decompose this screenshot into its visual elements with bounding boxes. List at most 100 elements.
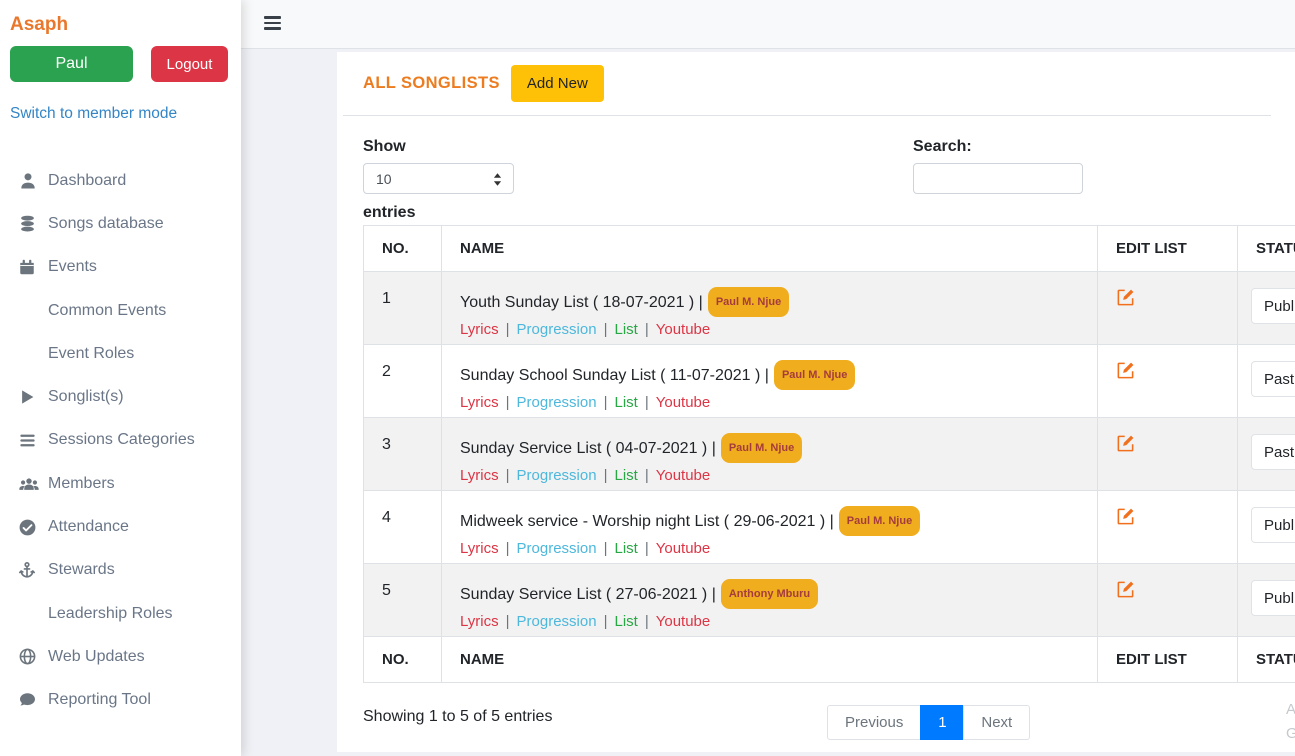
link-separator: |: [505, 613, 510, 630]
lyrics-link[interactable]: Lyrics: [460, 394, 499, 411]
current-page-button[interactable]: 1: [920, 705, 965, 740]
link-separator: |: [505, 540, 510, 557]
page-length-select[interactable]: 10: [363, 163, 514, 194]
user-button[interactable]: Paul: [10, 46, 133, 82]
next-page-button[interactable]: Next: [963, 705, 1031, 740]
showing-entries-text: Showing 1 to 5 of 5 entries: [363, 708, 553, 725]
sidebar-item-common-events[interactable]: Common Events: [10, 289, 235, 332]
youtube-link[interactable]: Youtube: [655, 613, 711, 630]
progression-link[interactable]: Progression: [516, 394, 597, 411]
watermark-text: A G: [1286, 701, 1295, 742]
sidebar-item-events[interactable]: Events: [10, 246, 235, 289]
add-new-button[interactable]: Add New: [510, 65, 604, 102]
sidebar-item-members[interactable]: Members: [10, 462, 235, 505]
sidebar-item-label: Sessions Categories: [48, 431, 195, 449]
link-separator: |: [603, 394, 608, 411]
songlist-name: Sunday Service List ( 27-06-2021 ) |: [460, 586, 716, 603]
edit-icon[interactable]: [1116, 434, 1135, 458]
list-link[interactable]: List: [614, 321, 638, 338]
logout-button[interactable]: Logout: [151, 46, 228, 82]
user-icon: [18, 171, 48, 191]
table-row: 5 Sunday Service List ( 27-06-2021 ) | An…: [363, 563, 1295, 637]
author-badge: Paul M. Njue: [707, 287, 790, 317]
progression-link[interactable]: Progression: [516, 613, 597, 630]
entries-label: entries: [363, 204, 416, 221]
content-card: ALL SONGLISTS Add New Show 10 entries Se…: [337, 52, 1295, 752]
previous-page-button[interactable]: Previous: [827, 705, 922, 740]
status-button[interactable]: Past: [1251, 434, 1295, 470]
list-link[interactable]: List: [614, 467, 638, 484]
list-link[interactable]: List: [614, 540, 638, 557]
sidebar-item-attendance[interactable]: Attendance: [10, 505, 235, 548]
sidebar-item-label: Songlist(s): [48, 388, 124, 406]
hamburger-icon[interactable]: [264, 16, 282, 33]
sidebar: Asaph Paul Logout Switch to member mode …: [0, 0, 241, 756]
link-separator: |: [505, 467, 510, 484]
lyrics-link[interactable]: Lyrics: [460, 321, 499, 338]
sidebar-item-label: Reporting Tool: [48, 691, 151, 709]
list-link[interactable]: List: [614, 613, 638, 630]
author-badge: Anthony Mburu: [720, 579, 819, 609]
sidebar-item-label: Members: [48, 474, 115, 492]
youtube-link[interactable]: Youtube: [655, 467, 711, 484]
sidebar-item-leadership-roles[interactable]: Leadership Roles: [10, 592, 235, 635]
status-button[interactable]: Past: [1251, 361, 1295, 397]
search-label: Search:: [913, 138, 972, 155]
status-button[interactable]: Publ: [1251, 288, 1295, 324]
progression-link[interactable]: Progression: [516, 467, 597, 484]
sidebar-item-stewards[interactable]: Stewards: [10, 549, 235, 592]
sidebar-item-label: Attendance: [48, 518, 129, 536]
edit-icon[interactable]: [1116, 580, 1135, 604]
status-button[interactable]: Publ: [1251, 507, 1295, 543]
sidebar-item-sessions-categories[interactable]: Sessions Categories: [10, 419, 235, 462]
link-separator: |: [644, 394, 649, 411]
header-name: NAME: [441, 225, 1098, 272]
sidebar-item-label: Songs database: [48, 214, 164, 232]
lyrics-link[interactable]: Lyrics: [460, 540, 499, 557]
youtube-link[interactable]: Youtube: [655, 540, 711, 557]
anchor-icon: [18, 560, 48, 580]
switch-member-mode-link[interactable]: Switch to member mode: [10, 105, 178, 122]
list-link[interactable]: List: [614, 394, 638, 411]
songlists-table: NO. NAME EDIT LIST STATUS 1 Youth Sunday…: [363, 225, 1295, 683]
comment-icon: [18, 691, 48, 709]
link-separator: |: [603, 540, 608, 557]
link-separator: |: [505, 321, 510, 338]
lyrics-link[interactable]: Lyrics: [460, 613, 499, 630]
header-no: NO.: [363, 225, 442, 272]
sidebar-item-dashboard[interactable]: Dashboard: [10, 159, 235, 202]
sidebar-item-songlists[interactable]: Songlist(s): [10, 375, 235, 418]
calendar-icon: [18, 257, 48, 277]
youtube-link[interactable]: Youtube: [655, 394, 711, 411]
sidebar-item-reporting-tool[interactable]: Reporting Tool: [10, 679, 235, 722]
progression-link[interactable]: Progression: [516, 321, 597, 338]
link-separator: |: [644, 613, 649, 630]
header-edit-list: EDIT LIST: [1097, 225, 1238, 272]
table-row: 4 Midweek service - Worship night List (…: [363, 490, 1295, 564]
progression-link[interactable]: Progression: [516, 540, 597, 557]
search-input[interactable]: [913, 163, 1083, 194]
link-separator: |: [603, 321, 608, 338]
youtube-link[interactable]: Youtube: [655, 321, 711, 338]
footer-header-no: NO.: [363, 636, 442, 683]
link-separator: |: [603, 613, 608, 630]
row-number: 3: [363, 417, 442, 491]
row-number: 1: [363, 271, 442, 345]
sidebar-item-web-updates[interactable]: Web Updates: [10, 635, 235, 678]
edit-icon[interactable]: [1116, 361, 1135, 385]
row-number: 5: [363, 563, 442, 637]
songlist-name: Midweek service - Worship night List ( 2…: [460, 513, 834, 530]
edit-icon[interactable]: [1116, 288, 1135, 312]
sidebar-item-songs-database[interactable]: Songs database: [10, 202, 235, 245]
sidebar-item-label: Common Events: [48, 301, 167, 319]
edit-icon[interactable]: [1116, 507, 1135, 531]
show-label: Show: [363, 138, 406, 155]
author-badge: Paul M. Njue: [838, 506, 921, 536]
play-icon: [18, 387, 48, 407]
select-arrows-icon: [493, 173, 502, 189]
status-button[interactable]: Publ: [1251, 580, 1295, 616]
sidebar-item-event-roles[interactable]: Event Roles: [10, 332, 235, 375]
songlist-name: Sunday Service List ( 04-07-2021 ) |: [460, 440, 716, 457]
lyrics-link[interactable]: Lyrics: [460, 467, 499, 484]
